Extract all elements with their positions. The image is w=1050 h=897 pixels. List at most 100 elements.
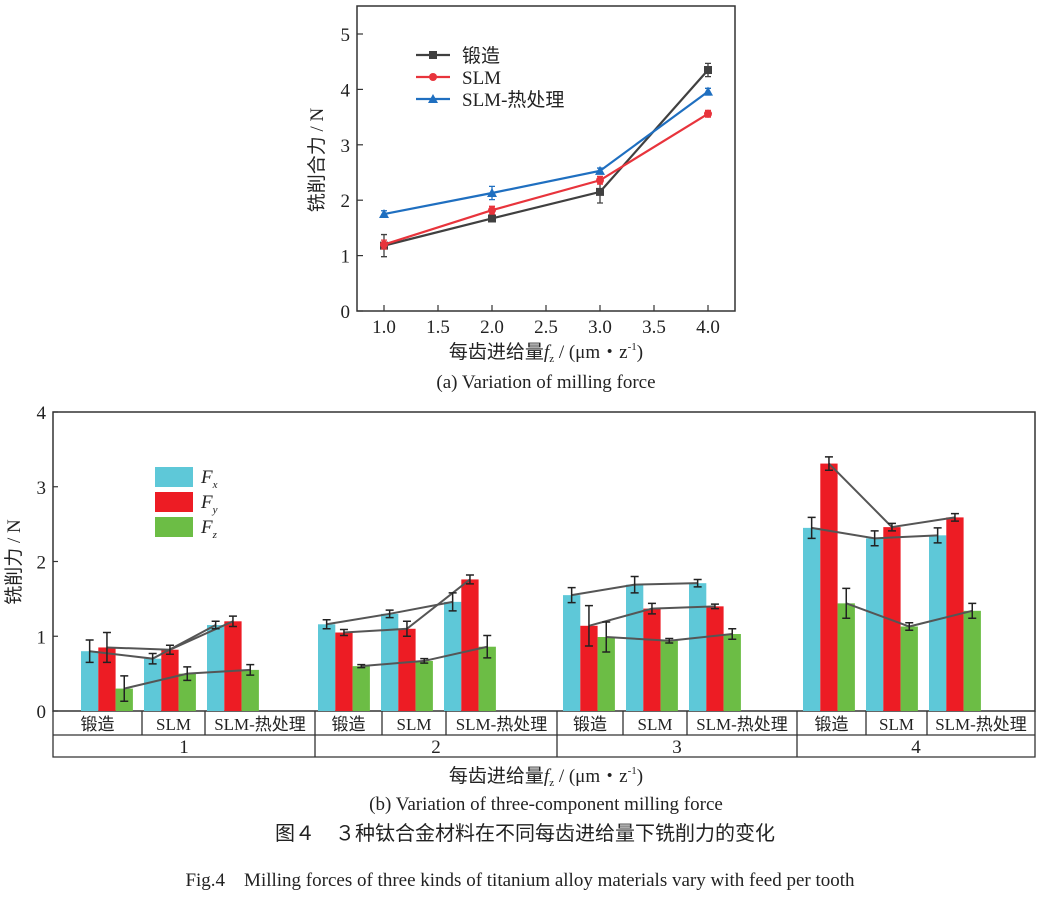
error-bar: [824, 456, 833, 472]
error-bar: [630, 575, 639, 594]
material-label: SLM: [638, 715, 673, 734]
material-label: SLM-热处理: [696, 715, 788, 734]
x-tick-label: 2.5: [534, 317, 558, 338]
y-tick-label: 1: [37, 627, 47, 648]
table-grid: [52, 711, 1036, 758]
material-label: 锻造: [815, 715, 849, 734]
data-point: [488, 214, 496, 223]
error-bar: [887, 522, 896, 532]
data-point: [703, 86, 713, 96]
legend-label: 锻造: [462, 45, 500, 67]
group-label: 1: [179, 737, 189, 758]
error-bar: [465, 574, 474, 585]
error-bar: [933, 527, 942, 544]
bar-Fy: [580, 625, 598, 711]
data-point: [704, 66, 712, 75]
error-bar: [85, 639, 94, 664]
material-label: SLM: [397, 715, 432, 734]
error-bar: [728, 628, 737, 640]
error-bar: [102, 631, 111, 664]
bar-Fx: [381, 613, 399, 711]
error-bar: [148, 652, 157, 665]
series-line-2: [383, 90, 709, 216]
bar-Fz: [178, 673, 196, 711]
error-bar: [322, 619, 331, 630]
error-bar: [402, 620, 411, 637]
legend-marker: [428, 94, 438, 103]
x-tick-label: 3.5: [642, 317, 666, 338]
bar-Fx: [563, 595, 581, 711]
material-label: 锻造: [332, 715, 366, 734]
data-point: [596, 187, 604, 196]
chart-a-title: (a) Variation of milling force: [436, 372, 655, 393]
bar-Fz: [241, 669, 259, 711]
error-bar: [483, 634, 492, 659]
x-tick-label: 3.0: [588, 317, 612, 338]
bar-Fx: [626, 584, 644, 711]
error-bar: [246, 663, 255, 676]
error-bar: [710, 603, 719, 610]
error-bar: [968, 602, 977, 620]
legend-swatch: [155, 492, 193, 512]
legend-label: SLM-热处理: [462, 89, 564, 111]
bar-Fx: [866, 538, 884, 711]
error-bar: [120, 675, 129, 703]
x-tick-label: 1.5: [426, 317, 450, 338]
group-label: 2: [431, 737, 441, 758]
material-label: SLM: [156, 715, 191, 734]
bar-Fx: [207, 625, 225, 711]
data-point: [595, 165, 605, 175]
error-bar: [385, 609, 394, 619]
chart-a-ylabel: 铣削合力 / N: [306, 107, 328, 212]
y-tick-label: 0: [37, 702, 47, 723]
bar-Fy: [161, 649, 179, 711]
series-line-1: [383, 112, 709, 246]
legend-marker: [429, 51, 437, 59]
error-bar: [807, 516, 816, 540]
legend-swatch: [155, 467, 193, 487]
bar-Fx: [929, 535, 947, 711]
error-bar: [211, 620, 220, 630]
error-bar: [602, 621, 611, 653]
legend-swatch: [155, 517, 193, 537]
legend-label: SLM: [462, 68, 501, 89]
chart-a-frame: [356, 5, 736, 312]
error-bar: [647, 602, 656, 615]
material-label: SLM-热处理: [935, 715, 1027, 734]
figure-caption-en: Fig.4 Milling forces of three kinds of t…: [185, 870, 855, 891]
chart-a: 1.0 1.5 2.0 2.5 3.0 3.5 4.0012345锻造SLMSLM-热处理 …: [306, 5, 736, 393]
group-label: 4: [911, 737, 921, 758]
error-bar: [420, 657, 429, 664]
error-bar: [357, 663, 366, 669]
error-bar: [448, 592, 457, 612]
y-tick-label: 0: [341, 302, 351, 323]
legend-label: Fx: [200, 467, 218, 491]
data-point: [488, 206, 496, 215]
bar-Fx: [444, 601, 462, 711]
bar-Fy: [398, 628, 416, 711]
bar-Fz: [963, 610, 981, 711]
error-bar: [950, 512, 959, 522]
bar-Fz: [478, 646, 496, 711]
data-point: [704, 109, 712, 118]
bar-Fy: [224, 621, 242, 711]
x-tick-label: 4.0: [696, 317, 720, 338]
bar-Fy: [820, 463, 838, 711]
group-label: 3: [672, 737, 682, 758]
x-tick-label: 1.0: [372, 317, 396, 338]
y-tick-label: 1: [341, 247, 351, 268]
bar-Fz: [352, 666, 370, 711]
bar-Fz: [900, 626, 918, 711]
y-tick-label: 2: [37, 553, 47, 574]
data-point: [487, 187, 497, 197]
y-tick-label: 3: [341, 136, 351, 157]
material-label: SLM-热处理: [214, 715, 306, 734]
data-point: [380, 240, 388, 249]
bar-Fy: [461, 579, 479, 711]
bar-Fx: [144, 658, 162, 711]
bar-Fy: [335, 632, 353, 711]
material-label: 锻造: [81, 715, 115, 734]
legend-label: Fy: [200, 492, 218, 516]
material-label: 锻造: [573, 715, 607, 734]
